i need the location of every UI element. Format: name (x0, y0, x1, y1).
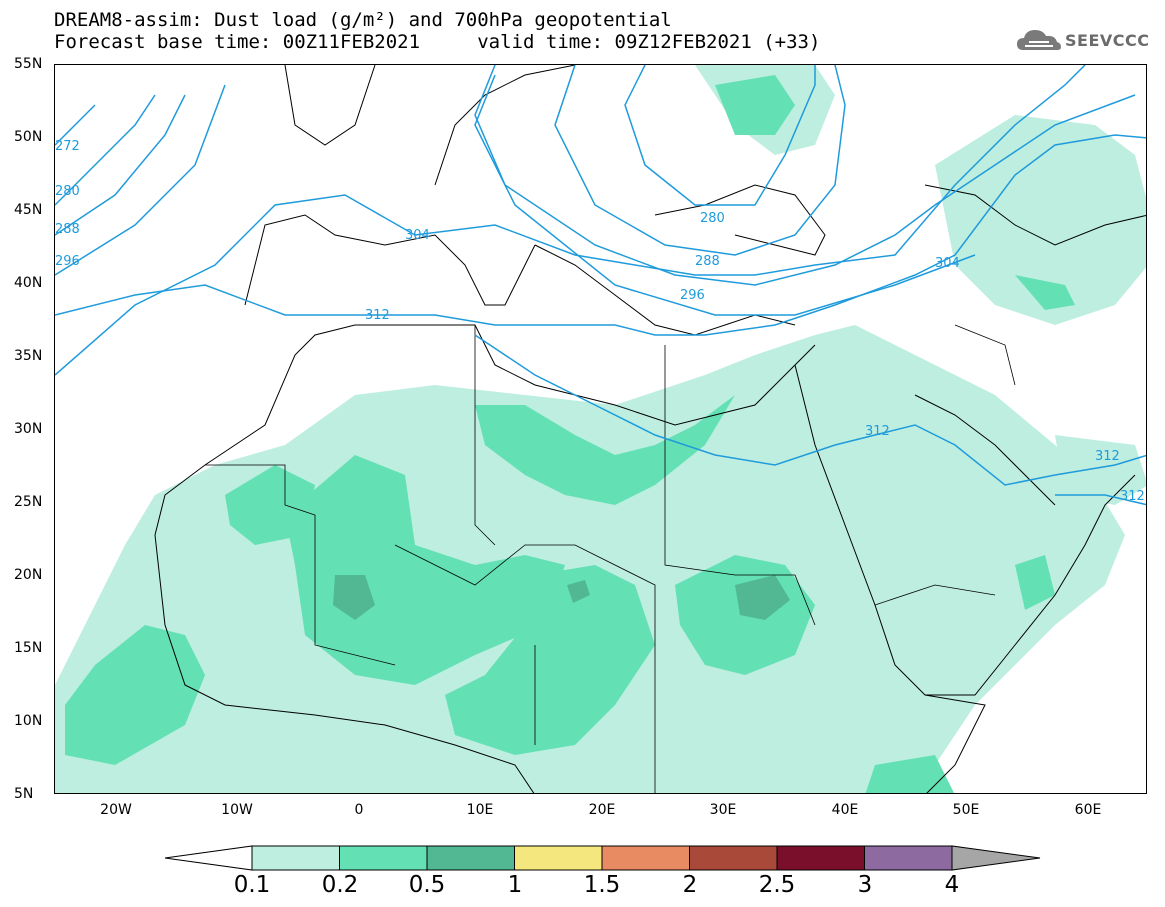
colorbar-segment (689, 845, 778, 871)
dust-load-map: 272 280 288 296 304 312 312 280 288 296 … (54, 64, 1147, 794)
colorbar-low-extend (164, 845, 253, 871)
colorbar-label: 4 (944, 872, 960, 898)
lon-label: 40E (831, 802, 859, 818)
lon-label: 10E (466, 802, 494, 818)
colorbar-segment (864, 845, 953, 871)
colorbar-label: 0.5 (408, 872, 446, 898)
lat-label: 10N (14, 713, 43, 729)
colorbar-label: 0.1 (233, 872, 271, 898)
contour-label: 312 (1095, 449, 1120, 464)
colorbar-segment (601, 845, 690, 871)
colorbar-segment (776, 845, 865, 871)
contour-label: 280 (55, 184, 80, 199)
forecast-time-line: Forecast base time: 00Z11FEB2021 valid t… (54, 31, 821, 53)
map-canvas: 272 280 288 296 304 312 312 280 288 296 … (55, 65, 1146, 793)
colorbar-segment (251, 845, 340, 871)
colorbar-segment (426, 845, 515, 871)
lon-label: 10W (221, 802, 253, 818)
contour-label: 304 (935, 256, 960, 271)
colorbar-label: 2 (682, 872, 698, 898)
lon-label: 0 (354, 802, 364, 818)
colorbar (164, 845, 1041, 871)
dust-shading-light (55, 65, 1146, 793)
colorbar-high-extend (951, 845, 1041, 871)
lat-label: 15N (14, 640, 43, 656)
colorbar-label: 1 (507, 872, 523, 898)
logo-text: SEEVCCC (1065, 31, 1150, 50)
map-title: DREAM8-assim: Dust load (g/m²) and 700hP… (54, 9, 672, 31)
lat-label: 50N (14, 129, 43, 145)
lat-label: 55N (14, 56, 43, 72)
lon-label: 20W (100, 802, 132, 818)
lon-label: 30E (709, 802, 737, 818)
contour-label: 280 (700, 211, 725, 226)
lat-label: 30N (14, 421, 43, 437)
lat-label: 5N (14, 786, 34, 802)
lon-label: 60E (1074, 802, 1102, 818)
contour-label: 272 (55, 139, 80, 154)
colorbar-segment (339, 845, 428, 871)
contour-labels: 272 280 288 296 304 312 312 280 288 296 … (55, 65, 1145, 504)
contour-label: 312 (55, 65, 80, 69)
contour-label: 288 (55, 222, 80, 237)
contour-label: 296 (55, 254, 80, 269)
colorbar-label: 0.2 (321, 872, 359, 898)
contour-label: 312 (365, 308, 390, 323)
lat-label: 40N (14, 275, 43, 291)
lat-label: 35N (14, 348, 43, 364)
geopotential-contours (55, 65, 1146, 506)
colorbar-label: 3 (857, 872, 873, 898)
lat-label: 25N (14, 494, 43, 510)
colorbar-label: 1.5 (583, 872, 621, 898)
contour-label: 304 (405, 228, 430, 243)
colorbar-label: 2.5 (758, 872, 796, 898)
lon-label: 50E (952, 802, 980, 818)
contour-label: 296 (680, 288, 705, 303)
contour-label: 312 (1120, 489, 1145, 504)
lat-label: 20N (14, 567, 43, 583)
colorbar-segment (514, 845, 603, 871)
country-borders (205, 324, 1016, 793)
cloud-logo-icon (1017, 30, 1061, 50)
lon-label: 20E (588, 802, 616, 818)
seevccc-logo: SEEVCCC (1015, 24, 1155, 56)
dust-shading-dark (333, 575, 790, 620)
contour-label: 288 (695, 254, 720, 269)
lat-label: 45N (14, 202, 43, 218)
colorbar-segments (251, 845, 953, 871)
contour-label: 312 (865, 424, 890, 439)
